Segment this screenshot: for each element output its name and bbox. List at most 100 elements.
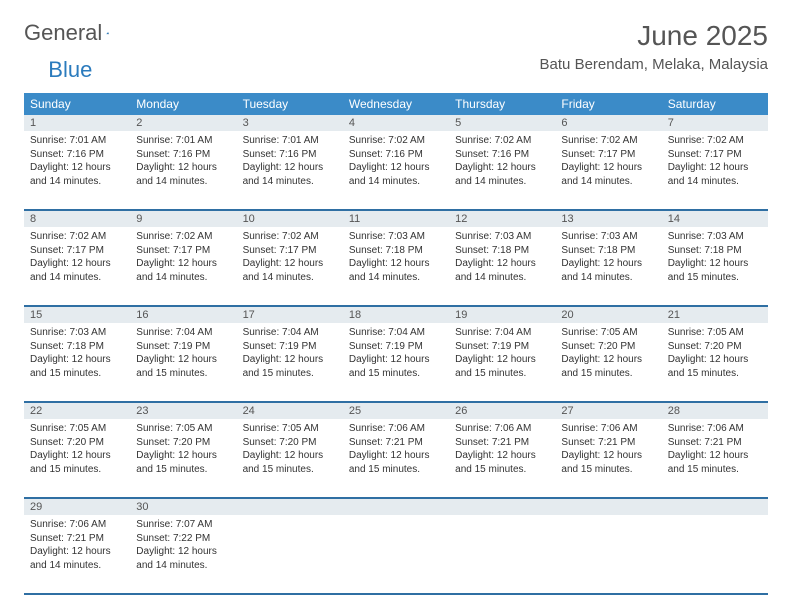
calendar: Sunday Monday Tuesday Wednesday Thursday… xyxy=(24,93,768,595)
day-cell: Sunrise: 7:01 AMSunset: 7:16 PMDaylight:… xyxy=(237,131,343,209)
day-number: 15 xyxy=(24,307,130,323)
week-row: Sunrise: 7:06 AMSunset: 7:21 PMDaylight:… xyxy=(24,515,768,595)
day-details: Sunrise: 7:03 AMSunset: 7:18 PMDaylight:… xyxy=(561,230,655,284)
day-details: Sunrise: 7:05 AMSunset: 7:20 PMDaylight:… xyxy=(668,326,762,380)
title-block: June 2025 Batu Berendam, Melaka, Malaysi… xyxy=(540,20,768,73)
day-cell: Sunrise: 7:06 AMSunset: 7:21 PMDaylight:… xyxy=(662,419,768,497)
month-title: June 2025 xyxy=(540,20,768,52)
day-details: Sunrise: 7:03 AMSunset: 7:18 PMDaylight:… xyxy=(455,230,549,284)
day-number-row: 1234567 xyxy=(24,115,768,131)
day-number: 17 xyxy=(237,307,343,323)
day-number: 30 xyxy=(130,499,236,515)
day-cell xyxy=(555,515,661,593)
day-cell: Sunrise: 7:06 AMSunset: 7:21 PMDaylight:… xyxy=(24,515,130,593)
day-details: Sunrise: 7:07 AMSunset: 7:22 PMDaylight:… xyxy=(136,518,230,572)
day-number: 16 xyxy=(130,307,236,323)
day-cell: Sunrise: 7:04 AMSunset: 7:19 PMDaylight:… xyxy=(343,323,449,401)
day-details: Sunrise: 7:01 AMSunset: 7:16 PMDaylight:… xyxy=(136,134,230,188)
logo-text-2: Blue xyxy=(48,57,92,83)
day-details: Sunrise: 7:04 AMSunset: 7:19 PMDaylight:… xyxy=(136,326,230,380)
day-number: 19 xyxy=(449,307,555,323)
day-cell: Sunrise: 7:06 AMSunset: 7:21 PMDaylight:… xyxy=(555,419,661,497)
day-number: 25 xyxy=(343,403,449,419)
day-cell: Sunrise: 7:05 AMSunset: 7:20 PMDaylight:… xyxy=(555,323,661,401)
day-details: Sunrise: 7:02 AMSunset: 7:17 PMDaylight:… xyxy=(668,134,762,188)
week-row: Sunrise: 7:02 AMSunset: 7:17 PMDaylight:… xyxy=(24,227,768,307)
day-number: 1 xyxy=(24,115,130,131)
day-details: Sunrise: 7:05 AMSunset: 7:20 PMDaylight:… xyxy=(30,422,124,476)
day-details: Sunrise: 7:04 AMSunset: 7:19 PMDaylight:… xyxy=(349,326,443,380)
day-details: Sunrise: 7:03 AMSunset: 7:18 PMDaylight:… xyxy=(349,230,443,284)
day-number: 7 xyxy=(662,115,768,131)
day-details: Sunrise: 7:02 AMSunset: 7:17 PMDaylight:… xyxy=(30,230,124,284)
week-row: Sunrise: 7:03 AMSunset: 7:18 PMDaylight:… xyxy=(24,323,768,403)
day-cell: Sunrise: 7:04 AMSunset: 7:19 PMDaylight:… xyxy=(449,323,555,401)
day-cell: Sunrise: 7:02 AMSunset: 7:17 PMDaylight:… xyxy=(555,131,661,209)
day-cell: Sunrise: 7:03 AMSunset: 7:18 PMDaylight:… xyxy=(24,323,130,401)
day-details: Sunrise: 7:01 AMSunset: 7:16 PMDaylight:… xyxy=(243,134,337,188)
day-number: 6 xyxy=(555,115,661,131)
day-cell: Sunrise: 7:01 AMSunset: 7:16 PMDaylight:… xyxy=(130,131,236,209)
day-number: 12 xyxy=(449,211,555,227)
day-details: Sunrise: 7:04 AMSunset: 7:19 PMDaylight:… xyxy=(455,326,549,380)
day-number: 22 xyxy=(24,403,130,419)
day-cell: Sunrise: 7:06 AMSunset: 7:21 PMDaylight:… xyxy=(449,419,555,497)
day-cell: Sunrise: 7:02 AMSunset: 7:17 PMDaylight:… xyxy=(130,227,236,305)
day-cell: Sunrise: 7:05 AMSunset: 7:20 PMDaylight:… xyxy=(237,419,343,497)
day-number xyxy=(662,499,768,515)
day-details: Sunrise: 7:06 AMSunset: 7:21 PMDaylight:… xyxy=(561,422,655,476)
logo-text-1: General xyxy=(24,20,102,46)
day-details: Sunrise: 7:02 AMSunset: 7:16 PMDaylight:… xyxy=(349,134,443,188)
day-number-row: 891011121314 xyxy=(24,211,768,227)
day-number: 26 xyxy=(449,403,555,419)
day-cell: Sunrise: 7:03 AMSunset: 7:18 PMDaylight:… xyxy=(343,227,449,305)
day-cell xyxy=(449,515,555,593)
day-cell: Sunrise: 7:02 AMSunset: 7:17 PMDaylight:… xyxy=(662,131,768,209)
dow-wednesday: Wednesday xyxy=(343,93,449,115)
day-cell: Sunrise: 7:03 AMSunset: 7:18 PMDaylight:… xyxy=(449,227,555,305)
day-details: Sunrise: 7:06 AMSunset: 7:21 PMDaylight:… xyxy=(30,518,124,572)
day-number: 24 xyxy=(237,403,343,419)
day-cell: Sunrise: 7:03 AMSunset: 7:18 PMDaylight:… xyxy=(662,227,768,305)
dow-friday: Friday xyxy=(555,93,661,115)
location-text: Batu Berendam, Melaka, Malaysia xyxy=(540,56,768,73)
week-row: Sunrise: 7:05 AMSunset: 7:20 PMDaylight:… xyxy=(24,419,768,499)
day-cell: Sunrise: 7:06 AMSunset: 7:21 PMDaylight:… xyxy=(343,419,449,497)
day-number xyxy=(343,499,449,515)
day-cell: Sunrise: 7:02 AMSunset: 7:16 PMDaylight:… xyxy=(343,131,449,209)
day-details: Sunrise: 7:02 AMSunset: 7:17 PMDaylight:… xyxy=(243,230,337,284)
day-cell: Sunrise: 7:05 AMSunset: 7:20 PMDaylight:… xyxy=(662,323,768,401)
day-details: Sunrise: 7:06 AMSunset: 7:21 PMDaylight:… xyxy=(349,422,443,476)
day-cell: Sunrise: 7:03 AMSunset: 7:18 PMDaylight:… xyxy=(555,227,661,305)
day-cell: Sunrise: 7:02 AMSunset: 7:17 PMDaylight:… xyxy=(237,227,343,305)
day-number: 2 xyxy=(130,115,236,131)
day-number-row: 2930 xyxy=(24,499,768,515)
day-details: Sunrise: 7:05 AMSunset: 7:20 PMDaylight:… xyxy=(136,422,230,476)
day-details: Sunrise: 7:03 AMSunset: 7:18 PMDaylight:… xyxy=(668,230,762,284)
day-number xyxy=(449,499,555,515)
day-cell: Sunrise: 7:05 AMSunset: 7:20 PMDaylight:… xyxy=(24,419,130,497)
day-number: 9 xyxy=(130,211,236,227)
day-number: 5 xyxy=(449,115,555,131)
day-number xyxy=(555,499,661,515)
week-row: Sunrise: 7:01 AMSunset: 7:16 PMDaylight:… xyxy=(24,131,768,211)
day-cell xyxy=(662,515,768,593)
day-number: 4 xyxy=(343,115,449,131)
day-details: Sunrise: 7:05 AMSunset: 7:20 PMDaylight:… xyxy=(243,422,337,476)
day-cell: Sunrise: 7:04 AMSunset: 7:19 PMDaylight:… xyxy=(237,323,343,401)
dow-sunday: Sunday xyxy=(24,93,130,115)
day-details: Sunrise: 7:02 AMSunset: 7:16 PMDaylight:… xyxy=(455,134,549,188)
dow-monday: Monday xyxy=(130,93,236,115)
day-number: 23 xyxy=(130,403,236,419)
day-details: Sunrise: 7:05 AMSunset: 7:20 PMDaylight:… xyxy=(561,326,655,380)
dow-tuesday: Tuesday xyxy=(237,93,343,115)
day-details: Sunrise: 7:06 AMSunset: 7:21 PMDaylight:… xyxy=(668,422,762,476)
day-details: Sunrise: 7:04 AMSunset: 7:19 PMDaylight:… xyxy=(243,326,337,380)
day-number: 3 xyxy=(237,115,343,131)
dow-saturday: Saturday xyxy=(662,93,768,115)
day-details: Sunrise: 7:06 AMSunset: 7:21 PMDaylight:… xyxy=(455,422,549,476)
day-details: Sunrise: 7:03 AMSunset: 7:18 PMDaylight:… xyxy=(30,326,124,380)
day-number: 21 xyxy=(662,307,768,323)
day-details: Sunrise: 7:02 AMSunset: 7:17 PMDaylight:… xyxy=(561,134,655,188)
logo-sail-icon xyxy=(106,24,109,42)
